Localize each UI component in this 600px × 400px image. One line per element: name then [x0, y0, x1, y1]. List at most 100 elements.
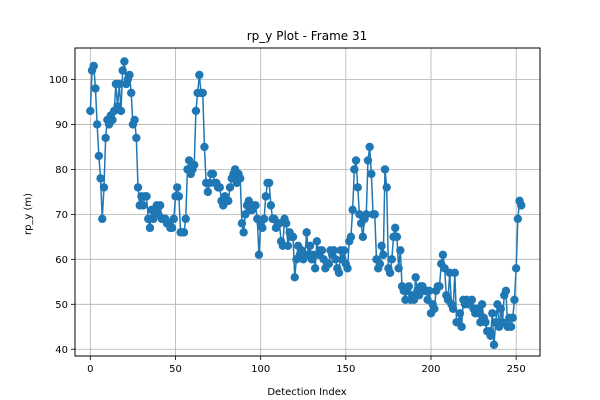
- data-point: [254, 250, 264, 260]
- data-point: [259, 214, 269, 224]
- data-point: [179, 228, 189, 237]
- data-point: [312, 237, 322, 246]
- data-point: [467, 295, 477, 304]
- data-point: [288, 232, 298, 242]
- data-point: [394, 264, 403, 273]
- data-point: [215, 183, 224, 192]
- data-point: [317, 246, 327, 255]
- data-point: [438, 250, 448, 260]
- data-point: [251, 201, 260, 210]
- data-point: [302, 228, 311, 237]
- data-point: [489, 340, 499, 349]
- data-point: [261, 192, 270, 201]
- data-point: [132, 133, 141, 143]
- data-point: [346, 232, 356, 242]
- data-point: [195, 70, 204, 80]
- data-point: [236, 174, 245, 183]
- data-point: [375, 259, 385, 269]
- data-point: [329, 246, 339, 255]
- data-point: [339, 246, 349, 255]
- data-point: [167, 223, 177, 233]
- data-point: [348, 205, 357, 215]
- data-point: [239, 228, 248, 237]
- data-point: [506, 322, 516, 331]
- data-point: [391, 223, 400, 233]
- data-point: [511, 264, 521, 273]
- y-axis-ticks: 40 50 60 70 80 90 100: [49, 75, 75, 356]
- data-point: [282, 219, 291, 228]
- data-point: [94, 151, 104, 161]
- data-point: [89, 61, 98, 71]
- y-tick-label: 100: [49, 75, 68, 86]
- data-point: [86, 106, 95, 116]
- data-point: [125, 70, 134, 80]
- data-point: [377, 241, 386, 251]
- x-tick-label: 150: [336, 364, 355, 375]
- data-point: [108, 115, 117, 125]
- data-point: [350, 165, 359, 174]
- data-point: [174, 192, 184, 201]
- data-point: [358, 232, 368, 242]
- series-marker-layer: [86, 57, 526, 349]
- data-point: [91, 84, 100, 93]
- data-point: [266, 201, 276, 210]
- x-axis-label: Detection Index: [267, 387, 346, 398]
- data-point: [99, 183, 109, 192]
- y-axis-label: rp_y (m): [23, 193, 34, 235]
- data-point: [138, 201, 148, 210]
- data-point: [363, 156, 373, 165]
- x-tick-label: 200: [421, 364, 440, 375]
- data-point: [96, 174, 105, 183]
- data-point: [181, 214, 190, 224]
- data-point: [396, 246, 405, 255]
- data-point: [264, 178, 274, 188]
- data-point: [435, 282, 444, 291]
- data-point: [425, 286, 434, 295]
- data-point: [481, 318, 490, 327]
- x-tick-label: 50: [169, 364, 182, 375]
- data-point: [382, 183, 391, 192]
- data-point: [208, 169, 218, 179]
- x-tick-label: 250: [507, 364, 526, 375]
- plot-frame: [74, 47, 541, 357]
- data-point: [334, 268, 344, 278]
- y-tick-label: 60: [55, 255, 68, 266]
- data-point: [115, 79, 124, 89]
- data-point: [486, 331, 495, 340]
- data-point: [513, 214, 523, 224]
- y-tick-label: 50: [55, 300, 68, 311]
- x-tick-label: 0: [87, 364, 93, 375]
- data-point: [127, 88, 136, 98]
- data-point: [455, 309, 465, 318]
- data-point: [130, 115, 139, 125]
- data-point: [404, 282, 414, 291]
- data-point: [517, 201, 526, 210]
- data-point: [353, 183, 362, 192]
- data-point: [237, 219, 247, 228]
- data-point: [457, 322, 466, 331]
- y-tick-label: 90: [55, 120, 68, 131]
- data-point: [203, 187, 213, 197]
- y-tick-label: 80: [55, 165, 68, 176]
- data-point: [120, 57, 129, 66]
- data-point: [430, 304, 439, 313]
- y-tick-label: 70: [55, 210, 68, 221]
- data-point: [118, 66, 127, 75]
- data-point: [155, 201, 165, 210]
- data-point: [508, 313, 517, 322]
- y-tick-label: 40: [55, 345, 68, 356]
- data-point: [343, 264, 352, 273]
- chart-title: rp_y Plot - Frame 31: [247, 29, 368, 43]
- data-point: [324, 259, 333, 269]
- data-point: [142, 192, 151, 201]
- data-point: [367, 169, 376, 179]
- data-point: [351, 156, 361, 165]
- data-point: [448, 304, 458, 313]
- data-point: [392, 232, 402, 242]
- data-point: [224, 196, 233, 206]
- data-point: [258, 223, 267, 233]
- data-point: [290, 273, 299, 282]
- data-point: [92, 120, 102, 129]
